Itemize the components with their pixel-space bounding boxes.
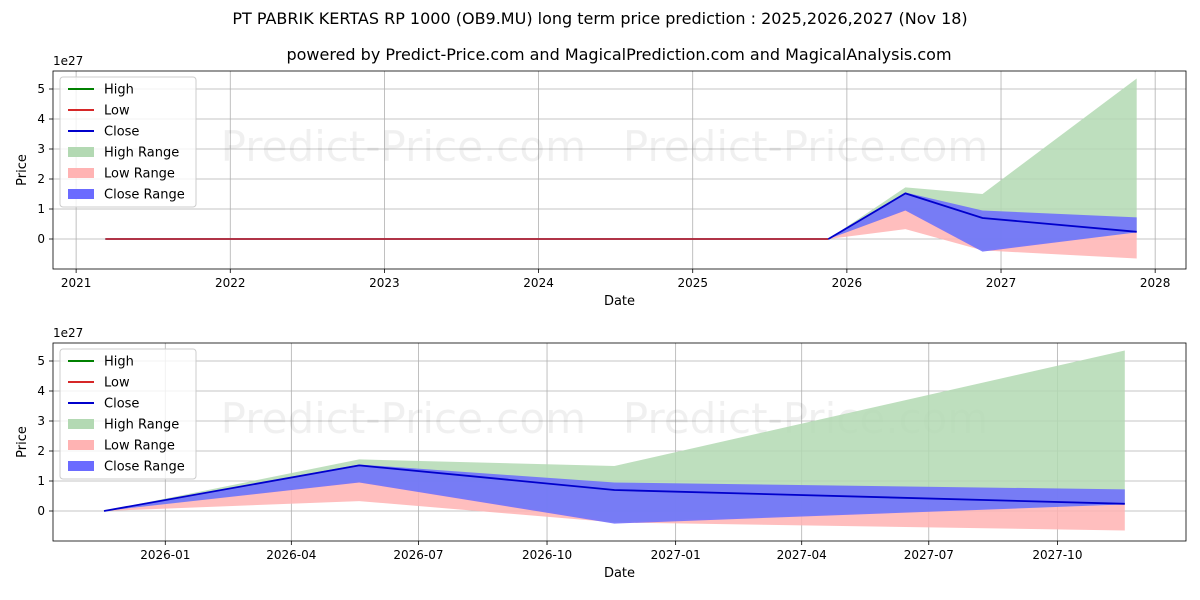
p2-legend-label-low: Low xyxy=(104,376,130,391)
p2-legend-swatch-high-range xyxy=(68,419,94,429)
p1-y-tick-label: 4 xyxy=(37,112,45,126)
p2-y-tick-label: 5 xyxy=(37,354,45,368)
p1-watermark-right: Predict-Price.com xyxy=(623,122,988,171)
p1-x-tick-label: 2028 xyxy=(1140,276,1171,290)
p1-x-axis-label: Date xyxy=(604,294,635,309)
p1-legend-label-close: Close xyxy=(104,125,139,140)
p1-legend-label-close-range: Close Range xyxy=(104,188,185,203)
p2-y-tick-label: 1 xyxy=(37,474,45,488)
p2-x-tick-label: 2026-07 xyxy=(393,548,443,562)
p1-legend-swatch-close-range xyxy=(68,189,94,199)
chart-subtitle: powered by Predict-Price.com and Magical… xyxy=(286,45,952,64)
p2-x-tick-label: 2026-04 xyxy=(266,548,316,562)
p2-legend-swatch-close-range xyxy=(68,461,94,471)
p1-legend-label-high-range: High Range xyxy=(104,146,179,161)
p1-y-tick-label: 0 xyxy=(37,232,45,246)
p1-legend-label-low: Low xyxy=(104,104,130,119)
p2-y-tick-label: 3 xyxy=(37,414,45,428)
p2-legend: High Low Close High Range Low Range Close Ran… xyxy=(59,348,197,480)
plot-2: Predict-Price.com Predict-Price.com2026-0… xyxy=(15,326,1187,581)
p1-x-tick-label: 2026 xyxy=(832,276,863,290)
p1-x-tick-label: 2027 xyxy=(986,276,1017,290)
chart-title: PT PABRIK KERTAS RP 1000 (OB9.MU) long t… xyxy=(232,9,968,28)
p1-y-multiplier-label: 1e27 xyxy=(53,54,83,68)
p2-x-tick-label: 2027-07 xyxy=(904,548,954,562)
p2-legend-label-high: High xyxy=(104,355,134,370)
p1-legend-label-low-range: Low Range xyxy=(104,167,175,182)
p2-legend-label-close: Close xyxy=(104,397,139,412)
p2-legend-label-low-range: Low Range xyxy=(104,439,175,454)
p2-close-line xyxy=(103,464,1125,512)
p1-legend-swatch-high-range xyxy=(68,147,94,157)
p1-x-tick-label: 2022 xyxy=(215,276,246,290)
p1-y-tick-label: 3 xyxy=(37,142,45,156)
p1-y-tick-label: 5 xyxy=(37,82,45,96)
p1-x-tick-label: 2025 xyxy=(677,276,708,290)
p1-watermark-left: Predict-Price.com xyxy=(221,122,586,171)
p2-legend-swatch-low-range xyxy=(68,440,94,450)
p2-x-tick-label: 2027-01 xyxy=(651,548,701,562)
p1-close-line xyxy=(827,192,1137,240)
p2-series-area xyxy=(103,350,1125,531)
p1-y-tick-label: 1 xyxy=(37,202,45,216)
p2-legend-label-close-range: Close Range xyxy=(104,460,185,475)
p1-legend: High Low Close High Range Low Range Close Ran… xyxy=(59,76,197,208)
p2-plot-frame xyxy=(52,342,1187,542)
p1-x-tick-label: 2024 xyxy=(523,276,554,290)
p1-legend-swatch-low-range xyxy=(68,168,94,178)
p2-x-tick-label: 2026-01 xyxy=(140,548,190,562)
p2-legend-label-high-range: High Range xyxy=(104,418,179,433)
p2-close-range-band xyxy=(104,464,1125,524)
p1-y-axis-label: Price xyxy=(15,154,30,186)
p2-y-tick-label: 0 xyxy=(37,504,45,518)
p1-y-tick-label: 2 xyxy=(37,172,45,186)
p2-y-tick-label: 2 xyxy=(37,444,45,458)
p1-series-area xyxy=(105,78,1137,259)
p1-low-range-band xyxy=(828,209,1137,259)
p2-y-tick-label: 4 xyxy=(37,384,45,398)
p2-y-multiplier-label: 1e27 xyxy=(53,326,83,340)
p1-legend-label-high: High xyxy=(104,83,134,98)
p2-y-axis-label: Price xyxy=(15,426,30,458)
p2-watermark-left: Predict-Price.com xyxy=(221,394,586,443)
p1-x-tick-label: 2021 xyxy=(61,276,92,290)
p2-low-range-band xyxy=(104,481,1125,531)
p2-x-axis-label: Date xyxy=(604,566,635,581)
p1-x-tick-label: 2023 xyxy=(369,276,400,290)
p1-close-range-band xyxy=(828,192,1137,252)
p2-x-tick-label: 2027-04 xyxy=(777,548,827,562)
p2-x-tick-label: 2026-10 xyxy=(522,548,572,562)
p1-plot-frame xyxy=(52,70,1187,270)
p2-x-tick-label: 2027-10 xyxy=(1032,548,1082,562)
